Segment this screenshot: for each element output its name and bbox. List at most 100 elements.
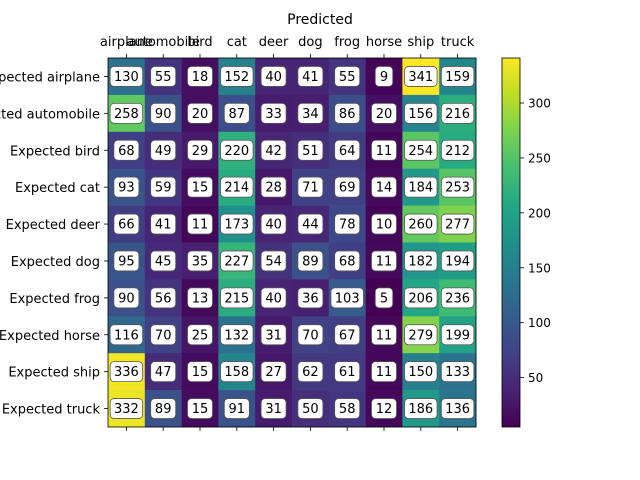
column-label: bird <box>187 35 212 50</box>
cell-value-label: 279 <box>408 328 433 343</box>
colorbar-tick-label: 100 <box>528 316 551 330</box>
cell-value-box <box>113 213 140 235</box>
cell-value-label: 199 <box>445 328 470 343</box>
cell-value-box <box>223 398 250 419</box>
cell-value-label: 66 <box>118 218 135 233</box>
cell-value-label: 62 <box>302 365 319 380</box>
cell-value-label: 260 <box>408 218 433 233</box>
cell-value-box <box>440 287 475 309</box>
cell-value-box <box>374 66 394 87</box>
cell-value-label: 227 <box>224 254 249 269</box>
cell-value-label: 184 <box>408 181 433 196</box>
cell-value-label: 68 <box>118 144 135 159</box>
cell-value-box <box>220 324 254 346</box>
cell-value-label: 70 <box>155 328 172 343</box>
cell-value-label: 136 <box>445 402 470 417</box>
cell-value-box <box>371 398 397 419</box>
cell-value-label: 35 <box>192 254 209 269</box>
cell-value-label: 36 <box>302 291 319 306</box>
cell-value-label: 54 <box>265 254 282 269</box>
cell-value-box <box>297 176 324 198</box>
cell-value-box <box>187 139 213 161</box>
cell-value-label: 45 <box>155 254 172 269</box>
cell-value-label: 159 <box>445 70 470 85</box>
cell-value-box <box>440 250 475 272</box>
cell-value-box <box>113 250 140 272</box>
cell-value-box <box>297 66 324 87</box>
cell-value-label: 44 <box>302 218 319 233</box>
cell-value-label: 18 <box>192 70 209 85</box>
cell-value-box <box>150 139 177 161</box>
cell-value-label: 40 <box>265 70 282 85</box>
cell-value-label: 11 <box>376 365 393 380</box>
cell-value-label: 41 <box>155 218 172 233</box>
cell-value-label: 103 <box>335 291 360 306</box>
cell-value-label: 33 <box>265 107 282 122</box>
cell-value-box <box>109 361 144 383</box>
cell-value-label: 27 <box>265 365 282 380</box>
cell-value-box <box>371 213 397 235</box>
colorbar-tick-label: 50 <box>528 371 543 385</box>
cell-value-box <box>440 102 475 124</box>
cell-value-box <box>223 102 250 124</box>
cell-value-box <box>113 176 140 198</box>
cell-value-box <box>440 324 475 346</box>
cell-value-label: 220 <box>224 144 249 159</box>
cell-value-box <box>260 361 287 383</box>
cell-value-box <box>113 139 140 161</box>
cell-value-box <box>404 250 438 272</box>
cell-value-label: 59 <box>155 181 172 196</box>
cell-value-label: 11 <box>376 328 393 343</box>
cell-value-box <box>150 213 177 235</box>
row-label: Expected cat <box>15 181 100 196</box>
cell-value-box <box>260 287 287 309</box>
cell-value-box <box>187 250 213 272</box>
cell-value-label: 20 <box>376 107 393 122</box>
cell-value-label: 90 <box>118 291 135 306</box>
row-label: Expected frog <box>9 292 100 307</box>
cell-value-box <box>440 66 475 87</box>
cell-value-box <box>404 361 438 383</box>
cell-value-box <box>187 398 213 419</box>
cell-value-label: 130 <box>114 70 139 85</box>
column-label: horse <box>366 35 402 50</box>
cell-value-label: 68 <box>339 254 356 269</box>
cell-value-label: 55 <box>155 70 172 85</box>
colorbar-tick-label: 250 <box>528 151 551 165</box>
cell-value-box <box>220 287 254 309</box>
cell-value-box <box>440 398 475 419</box>
cell-value-label: 40 <box>265 291 282 306</box>
cell-value-box <box>371 324 397 346</box>
cell-value-label: 150 <box>408 365 433 380</box>
cell-value-box <box>334 102 361 124</box>
cell-value-label: 69 <box>339 181 356 196</box>
cell-value-box <box>187 213 213 235</box>
cell-value-box <box>334 324 361 346</box>
cell-value-label: 56 <box>155 291 172 306</box>
row-label: Expected airplane <box>0 70 100 85</box>
cell-value-label: 15 <box>192 181 209 196</box>
cell-value-label: 67 <box>339 328 356 343</box>
cell-value-label: 332 <box>114 402 139 417</box>
cell-value-box <box>404 287 438 309</box>
cell-value-label: 13 <box>192 291 209 306</box>
cell-value-box <box>404 102 438 124</box>
cell-value-box <box>297 250 324 272</box>
row-label: Expected dog <box>11 255 100 270</box>
column-label: cat <box>227 35 247 50</box>
cell-value-label: 29 <box>192 144 209 159</box>
chart-title: Predicted <box>287 12 353 28</box>
cell-value-label: 47 <box>155 365 172 380</box>
cell-value-label: 90 <box>155 107 172 122</box>
cell-value-box <box>150 102 177 124</box>
cell-value-label: 89 <box>302 254 319 269</box>
cell-value-box <box>371 176 397 198</box>
cell-value-label: 216 <box>445 107 470 122</box>
cell-value-label: 78 <box>339 218 356 233</box>
cell-value-label: 186 <box>408 402 433 417</box>
cell-value-label: 20 <box>192 107 209 122</box>
cell-value-label: 15 <box>192 365 209 380</box>
cell-value-label: 61 <box>339 365 356 380</box>
cell-value-box <box>297 287 324 309</box>
cell-value-box <box>404 139 438 161</box>
